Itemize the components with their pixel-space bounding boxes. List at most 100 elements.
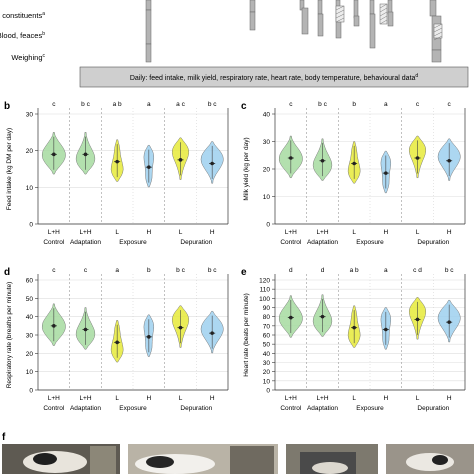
cow-photo-3 bbox=[286, 444, 378, 474]
x-condition-label: L+H bbox=[316, 229, 328, 236]
violin-median-point bbox=[320, 314, 325, 319]
x-condition-label: L bbox=[179, 395, 183, 402]
timeline-hatch bbox=[379, 7, 388, 13]
significance-letter: c bbox=[289, 101, 293, 108]
significance-letter: a c bbox=[176, 101, 185, 108]
timeline-bar bbox=[145, 9, 152, 45]
timeline-hatch bbox=[335, 17, 345, 23]
violin-median-point bbox=[289, 315, 293, 320]
y-tick-label: 20 bbox=[26, 351, 34, 358]
x-condition-label: L bbox=[416, 395, 420, 402]
y-tick-label: 50 bbox=[263, 342, 271, 349]
timeline-hatch bbox=[335, 13, 345, 19]
panel-f-photos: f bbox=[2, 432, 474, 474]
violin-median-point bbox=[352, 161, 356, 166]
violin-median-point bbox=[147, 165, 151, 169]
y-axis-label: Milk yield (kg per day) bbox=[243, 137, 250, 200]
x-condition-label: L bbox=[115, 395, 119, 402]
x-condition-label: H bbox=[447, 395, 452, 402]
x-condition-label: L bbox=[352, 229, 356, 236]
panel-e-heart-rate: e 0 10 20 30 40 50 60 70 80 90 100 110 120 Heart rate … bbox=[241, 267, 466, 412]
y-tick-label: 10 bbox=[26, 185, 34, 192]
x-condition-label: L bbox=[352, 395, 356, 402]
violin-median-point bbox=[178, 325, 183, 330]
violin-median-point bbox=[384, 327, 388, 332]
timeline-hatch bbox=[433, 31, 443, 37]
timeline-hatch bbox=[379, 3, 388, 9]
x-condition-label: L+H bbox=[316, 395, 328, 402]
violin-median-point bbox=[415, 317, 420, 322]
timeline-hatch bbox=[379, 15, 388, 21]
significance-letter: a bbox=[384, 267, 388, 274]
violin-median-point bbox=[320, 158, 325, 163]
violin-median-point bbox=[52, 324, 56, 328]
panel-b-feed-intake: b 0 10 20 30 Feed intake (kg DM per day) c L+H b… bbox=[4, 101, 229, 246]
y-tick-label: 10 bbox=[263, 194, 271, 201]
violin-median-point bbox=[210, 161, 214, 166]
y-tick-label: 40 bbox=[263, 351, 271, 358]
significance-letter: b bbox=[352, 101, 356, 108]
panel-c-milk-yield: c 0 10 20 30 40 Milk yield (kg per day) c L+H b c… bbox=[241, 101, 466, 246]
timeline-row-label-blood: Blood, feacesb bbox=[0, 31, 45, 40]
y-axis-label: Respiratory rate (breaths per minute) bbox=[6, 282, 13, 389]
violin-median-point bbox=[83, 152, 88, 157]
x-phase-label: Adaptation bbox=[70, 239, 101, 246]
panel-letter: b bbox=[4, 101, 10, 112]
y-tick-label: 20 bbox=[263, 167, 271, 174]
timeline-bar bbox=[431, 49, 442, 63]
timeline-hatch bbox=[433, 27, 443, 33]
violin-median-point bbox=[52, 152, 56, 157]
y-tick-label: 40 bbox=[26, 314, 34, 321]
significance-letter: b c bbox=[445, 267, 454, 274]
x-phase-label: Control bbox=[280, 405, 302, 412]
significance-letter: b bbox=[147, 267, 151, 274]
violin-median-point bbox=[210, 331, 214, 335]
y-tick-label: 30 bbox=[263, 139, 271, 146]
violin-median-point bbox=[352, 325, 356, 330]
x-condition-label: L bbox=[115, 229, 119, 236]
significance-letter: c bbox=[416, 101, 420, 108]
timeline-bar bbox=[353, 15, 360, 27]
significance-letter: a bbox=[384, 101, 388, 108]
significance-letter: b c bbox=[81, 101, 90, 108]
x-condition-label: L+H bbox=[79, 395, 91, 402]
timeline-bar bbox=[145, 0, 152, 11]
violin-median-point bbox=[83, 327, 88, 332]
y-axis-label: Feed intake (kg DM per day) bbox=[6, 128, 13, 210]
timeline-bar bbox=[249, 11, 256, 31]
panel-f-letter: f bbox=[2, 432, 6, 443]
significance-letter: c bbox=[84, 267, 88, 274]
significance-letter: b c bbox=[318, 101, 327, 108]
y-tick-label: 20 bbox=[26, 148, 34, 155]
timeline-bar bbox=[387, 11, 394, 27]
x-condition-label: L bbox=[179, 229, 183, 236]
y-tick-label: 110 bbox=[260, 287, 271, 294]
significance-letter: d bbox=[289, 267, 293, 274]
significance-letter: a bbox=[115, 267, 119, 274]
x-condition-label: H bbox=[447, 229, 452, 236]
timeline-bar bbox=[335, 5, 345, 23]
y-tick-label: 10 bbox=[263, 378, 271, 385]
violin-median-point bbox=[415, 156, 420, 160]
timeline-bar bbox=[353, 0, 359, 19]
x-phase-label: Adaptation bbox=[307, 239, 338, 246]
timeline-hatch bbox=[335, 9, 345, 15]
y-tick-label: 120 bbox=[259, 278, 270, 285]
violin-median-point bbox=[447, 158, 451, 163]
x-condition-label: H bbox=[146, 395, 151, 402]
timeline-hatch bbox=[433, 23, 443, 29]
x-condition-label: L+H bbox=[285, 229, 297, 236]
violin-median-point bbox=[447, 320, 451, 324]
significance-letter: c bbox=[52, 101, 56, 108]
y-tick-label: 0 bbox=[29, 388, 33, 395]
timeline-bar bbox=[317, 13, 324, 37]
panel-letter: c bbox=[241, 101, 247, 112]
panel-letter: d bbox=[4, 267, 10, 278]
significance-letter: b c bbox=[176, 267, 185, 274]
violin-median-point bbox=[178, 158, 183, 162]
cow-photo-2 bbox=[128, 444, 278, 474]
cow-photo-4 bbox=[386, 444, 474, 474]
x-phase-label: Exposure bbox=[119, 405, 147, 412]
daily-measurements-bar bbox=[79, 66, 469, 88]
timeline-bar bbox=[249, 0, 256, 13]
